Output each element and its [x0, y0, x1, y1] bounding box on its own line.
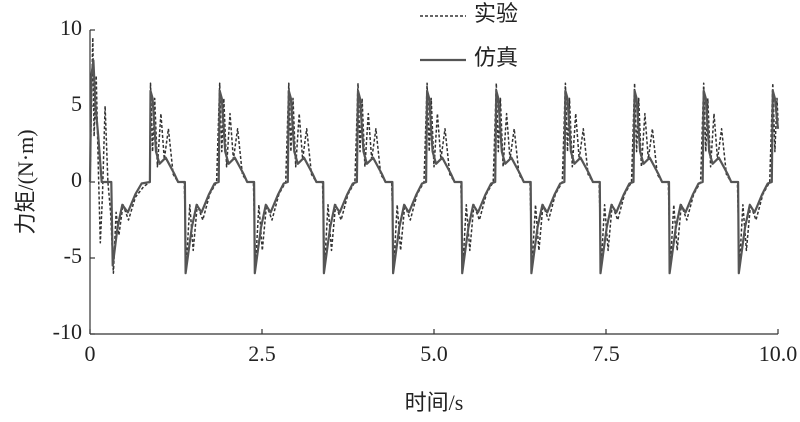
y-tick-label: -5 [64, 243, 82, 268]
y-tick-label: -10 [53, 319, 82, 344]
y-axis-label: 力矩/(N·m) [13, 129, 38, 234]
y-tick-label: 5 [71, 91, 82, 116]
x-tick-label: 5.0 [420, 341, 448, 366]
x-tick-label: 2.5 [248, 341, 276, 366]
legend-label: 实验 [474, 1, 518, 26]
legend-label: 仿真 [474, 45, 518, 70]
y-tick-label: 0 [71, 167, 82, 192]
data-line [88, 59, 780, 275]
x-axis-label: 时间/s [405, 390, 464, 415]
x-tick-label: 10.0 [759, 341, 798, 366]
x-tick-label: 7.5 [592, 341, 620, 366]
y-tick-label: 10 [60, 15, 82, 40]
x-tick-label: 0 [85, 341, 96, 366]
